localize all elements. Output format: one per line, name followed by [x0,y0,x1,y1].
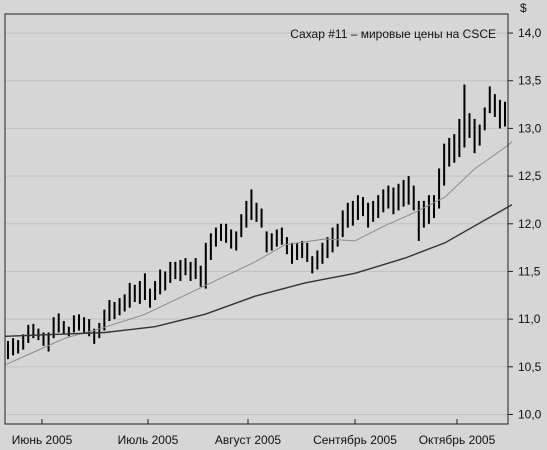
grid [5,32,508,415]
y-tick-label: 10,5 [518,360,542,374]
moving-average-long-line [4,204,513,337]
x-tick-label: Июль 2005 [118,433,179,447]
y-tick-label: 12,0 [518,217,542,231]
y-tick-label: 11,5 [518,264,541,278]
y-tick-label: 13,0 [518,121,542,135]
x-axis-ticks: Июнь 2005 Июль 2005 Август 2005 Сентябрь 20… [12,419,496,447]
plot-frame [4,13,509,425]
y-axis-ticks: 14,0 13,5 13,0 12,5 12,0 11,5 11,0 10,5 10,0 [508,26,542,421]
y-tick-label: 10,0 [518,407,542,421]
x-tick-label: Сентябрь 2005 [313,433,397,447]
price-bars [7,84,506,360]
x-tick-label: Август 2005 [215,433,281,447]
y-tick-label: 13,5 [518,74,542,88]
y-axis-unit-label: $ [520,1,527,15]
x-tick-label: Октябрь 2005 [419,433,496,447]
y-tick-label: 11,0 [518,312,541,326]
y-tick-label: 14,0 [518,26,542,40]
x-tick-label: Июнь 2005 [12,433,73,447]
chart-title: Сахар #11 – мировые цены на CSCE [290,27,496,41]
y-tick-label: 12,5 [518,169,542,183]
